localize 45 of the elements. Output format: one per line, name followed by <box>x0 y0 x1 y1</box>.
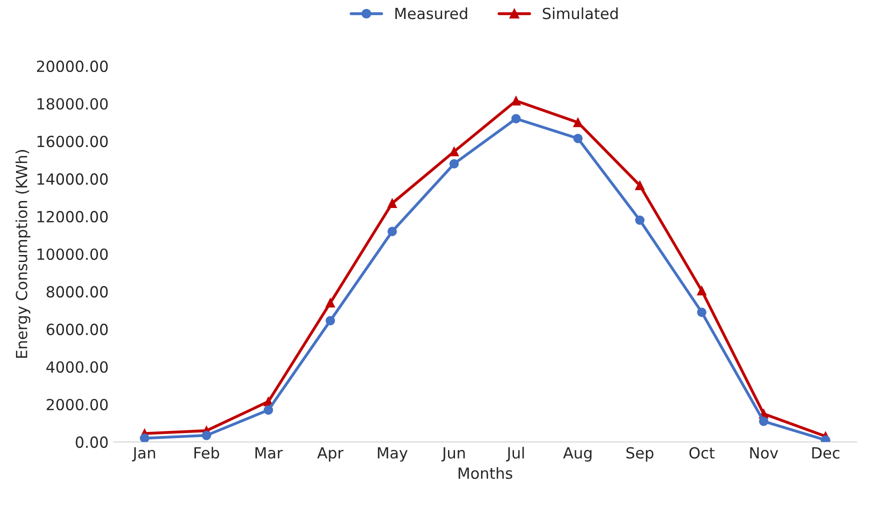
y-tick-label: 8000.00 <box>46 286 108 298</box>
legend-label: Measured <box>395 7 468 20</box>
y-tick-label: 4000.00 <box>46 361 108 373</box>
x-tick-label: Oct <box>689 447 715 459</box>
x-tick-label: Jan <box>132 447 156 462</box>
point <box>326 316 335 326</box>
point <box>326 298 335 308</box>
point <box>573 118 583 128</box>
point <box>511 114 521 124</box>
point <box>697 308 706 317</box>
y-tick-label: 16000.00 <box>38 136 108 148</box>
x-tick-label: Feb <box>194 446 220 459</box>
y-tick-label: 12000.00 <box>38 210 108 222</box>
point <box>140 434 150 442</box>
x-tick-label: Jun <box>441 447 465 462</box>
point <box>388 198 397 208</box>
x-tick-label: Aug <box>563 447 592 462</box>
point <box>511 96 521 106</box>
point <box>573 134 583 144</box>
x-tick-label: Mar <box>255 447 283 459</box>
point <box>635 180 645 190</box>
y-tick-label: 20000.00 <box>36 60 108 72</box>
x-axis-title: Months <box>458 467 512 479</box>
x-tick-label: Jul <box>506 446 524 462</box>
y-tick-label: 6000.00 <box>46 324 108 336</box>
legend-label: Simulated <box>542 7 618 20</box>
x-tick-label: May <box>378 447 408 462</box>
point <box>697 286 706 296</box>
y-tick-label: 14000.00 <box>38 173 108 185</box>
x-tick-label: Apr <box>317 447 344 462</box>
x-tick-label: Sep <box>626 447 654 462</box>
y-tick-label: 2000.00 <box>46 398 108 410</box>
point <box>635 215 645 225</box>
y-tick-label: 10000.00 <box>38 248 108 260</box>
point <box>202 430 212 440</box>
y-tick-label: 0.00 <box>76 436 108 448</box>
x-tick-label: Dec <box>812 447 840 459</box>
x-tick-label: Nov <box>750 447 778 459</box>
point <box>388 226 397 236</box>
point <box>449 146 459 156</box>
point <box>758 416 768 426</box>
y-tick-label: 18000.00 <box>38 98 108 110</box>
y-axis-title: Energy Consumption (KWh) <box>16 150 30 358</box>
point <box>264 405 274 415</box>
point <box>449 159 459 168</box>
